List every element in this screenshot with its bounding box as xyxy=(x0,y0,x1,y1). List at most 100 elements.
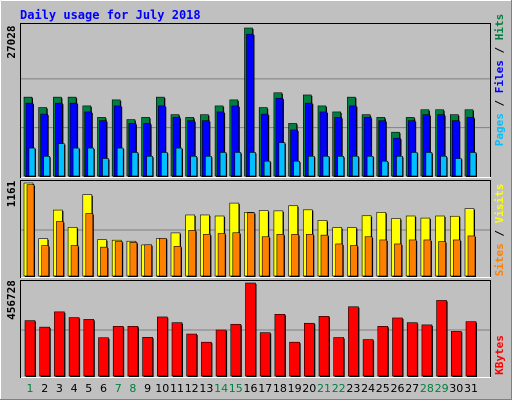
sites-bar-28-body xyxy=(423,239,432,277)
bottom-y-label: KBytes xyxy=(493,335,506,375)
kbytes-bar-25 xyxy=(377,326,389,377)
x-tick-label-30: 30 xyxy=(449,382,463,395)
kbytes-bar-31-body xyxy=(465,321,477,377)
kbytes-bar-29-body xyxy=(436,300,447,377)
pages-bar-17-body xyxy=(263,160,271,177)
pages-bar-18-body xyxy=(278,142,286,177)
pages-bar-22-body xyxy=(337,155,345,177)
sites-bar-18-body xyxy=(276,234,285,277)
sites-bar-23-body xyxy=(350,245,358,277)
pages-bar-26-body xyxy=(396,155,403,177)
pages-bar-15-body xyxy=(234,152,242,177)
kbytes-bar-10 xyxy=(157,316,169,377)
pages-bar-23-body xyxy=(352,155,359,177)
kbytes-bar-20-body xyxy=(303,322,315,377)
x-tick-label-21: 21 xyxy=(317,382,331,395)
sites-bar-26 xyxy=(394,243,403,277)
x-tick-label-28: 28 xyxy=(420,382,434,395)
sites-bar-5 xyxy=(85,213,94,277)
sites-bar-9 xyxy=(144,244,153,277)
kbytes-bar-29 xyxy=(436,300,448,377)
sites-bar-29-body xyxy=(438,241,446,277)
chart-title: Daily usage for July 2018 xyxy=(20,8,201,22)
sites-bar-27-body xyxy=(408,239,417,277)
kbytes-bar-4-body xyxy=(68,317,80,377)
sites-bar-15-body xyxy=(232,232,241,277)
kbytes-bar-6-body xyxy=(98,337,109,377)
x-tick-label-29: 29 xyxy=(435,382,449,395)
bottom-y-tick-label: 456728 xyxy=(5,280,18,320)
pages-bar-30-body xyxy=(454,158,462,177)
files-legend: Files xyxy=(493,60,506,93)
pages-bar-3 xyxy=(58,143,66,177)
pages-bar-1-body xyxy=(28,147,36,177)
kbytes-bar-9-body xyxy=(142,337,153,377)
pages-bar-9 xyxy=(146,155,154,177)
kbytes-bar-1 xyxy=(24,320,36,377)
kbytes-bar-2 xyxy=(39,326,51,377)
pages-bar-14-body xyxy=(219,152,227,177)
pages-bar-26 xyxy=(396,155,404,177)
x-tick-label-14: 14 xyxy=(214,382,228,395)
pages-bar-25 xyxy=(381,160,389,177)
kbytes-bar-7-body xyxy=(112,326,124,377)
kbytes-bar-30 xyxy=(450,331,463,377)
kbytes-bar-3-body xyxy=(54,311,65,377)
pages-bar-24 xyxy=(366,155,375,177)
kbytes-bar-24 xyxy=(362,339,375,377)
kbytes-bar-19-body xyxy=(289,341,300,377)
kbytes-bar-12 xyxy=(186,333,198,377)
chart-marks xyxy=(21,27,490,377)
kbytes-bar-10-body xyxy=(157,316,168,377)
pages-bar-22 xyxy=(337,155,345,177)
kbytes-bar-11-body xyxy=(171,322,183,377)
kbytes-bar-26-body xyxy=(392,317,403,377)
sites-bar-19 xyxy=(291,234,300,277)
sites-bar-5-body xyxy=(85,213,94,277)
kbytes-bar-8-body xyxy=(127,326,139,377)
x-tick-label-10: 10 xyxy=(155,382,169,395)
pages-bar-28 xyxy=(425,152,433,177)
pages-bar-2 xyxy=(43,155,51,177)
x-tick-label-12: 12 xyxy=(185,382,199,395)
sites-bar-30-body xyxy=(452,239,461,277)
x-tick-label-9: 9 xyxy=(144,382,151,395)
kbytes-bar-18 xyxy=(274,314,286,377)
sites-bar-20-body xyxy=(305,234,314,277)
x-tick-label-16: 16 xyxy=(244,382,258,395)
x-tick-label-24: 24 xyxy=(361,382,375,395)
sites-bar-2-body xyxy=(41,245,50,277)
kbytes-bar-21-body xyxy=(318,316,330,377)
kbytes-bar-22-body xyxy=(333,337,345,377)
sites-bar-21-body xyxy=(320,234,329,277)
legend-separator: / xyxy=(493,223,506,243)
kbytes-bar-16-body xyxy=(245,282,256,377)
kbytes-bar-31 xyxy=(465,321,477,377)
middle-y-tick-label: 1161 xyxy=(5,180,18,207)
sites-bar-3 xyxy=(56,221,65,277)
legend-separator: / xyxy=(493,93,506,113)
pages-bar-10 xyxy=(161,152,169,177)
pages-bar-9-body xyxy=(146,155,153,177)
sites-bar-6-body xyxy=(100,246,108,277)
bottom-panel-marks xyxy=(21,282,490,377)
sites-bar-12 xyxy=(188,230,197,277)
pages-bar-31 xyxy=(469,152,477,177)
pages-bar-18 xyxy=(278,142,286,177)
sites-bar-27 xyxy=(408,239,418,277)
kbytes-bar-27 xyxy=(406,322,419,377)
x-tick-label-18: 18 xyxy=(273,382,287,395)
x-tick-label-22: 22 xyxy=(332,382,346,395)
pages-bar-8 xyxy=(131,152,139,177)
top-y-label: Pages / Files / Hits xyxy=(493,14,506,147)
sites-bar-25-body xyxy=(379,239,388,277)
pages-bar-20-body xyxy=(307,155,315,177)
pages-bar-28-body xyxy=(425,152,433,177)
sites-bar-31-body xyxy=(467,235,476,277)
sites-bar-3-body xyxy=(56,221,64,277)
hits-legend: Hits xyxy=(493,14,506,41)
pages-bar-3-body xyxy=(58,143,65,177)
pages-bar-10-body xyxy=(161,152,168,177)
pages-bar-1 xyxy=(28,147,36,177)
sites-bar-19-body xyxy=(291,234,299,277)
